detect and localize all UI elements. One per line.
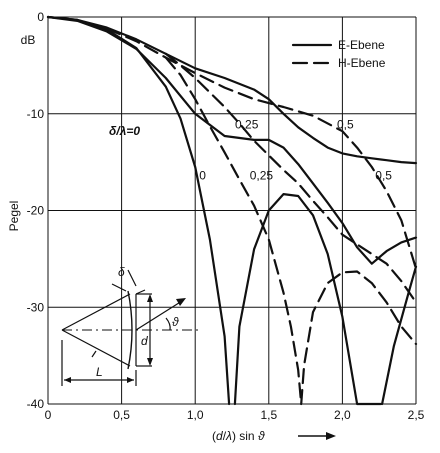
series-line-solid xyxy=(46,15,418,165)
annotations: δ/λ=0 0,25 0,5 0 0,25 0,5 xyxy=(109,117,392,182)
y-tick-label: 0 xyxy=(37,10,44,24)
y-tick-label: -20 xyxy=(27,204,45,218)
series-line-dashed xyxy=(300,270,418,406)
legend: E-Ebene H-Ebene xyxy=(291,38,386,70)
inset-delta-label: δ xyxy=(118,265,125,279)
inset-theta-label: ϑ xyxy=(172,315,179,329)
curve-annotation: 0 xyxy=(199,169,206,183)
curve-annotation: 0,5 xyxy=(337,117,354,131)
series-line-solid xyxy=(46,15,418,265)
y-axis-label: Pegel xyxy=(7,201,21,232)
x-tick-label: 2,0 xyxy=(334,408,351,422)
series-line-dashed xyxy=(105,27,418,270)
inset-l-label: L xyxy=(96,365,103,379)
series-line-solid xyxy=(233,193,382,406)
x-tick-label: 0,5 xyxy=(113,408,130,422)
x-axis-label: (d/λ) sin ϑ xyxy=(212,429,265,443)
x-tick-label: 1,5 xyxy=(260,408,277,422)
y-tick-label: -40 xyxy=(27,397,45,411)
series-line-dashed xyxy=(164,56,303,406)
curve-annotation: δ/λ=0 xyxy=(109,124,140,138)
curve-annotation: 0,5 xyxy=(375,169,392,183)
y-tick-label: -30 xyxy=(27,300,45,314)
geometry-inset xyxy=(61,269,200,386)
curve-annotation: 0,25 xyxy=(235,117,259,131)
legend-label-e: E-Ebene xyxy=(338,38,385,52)
series-line-solid xyxy=(381,265,418,406)
x-tick-label: 0 xyxy=(45,408,52,422)
x-axis-arrow xyxy=(298,432,336,440)
x-tick-label: 1,0 xyxy=(187,408,204,422)
legend-label-h: H-Ebene xyxy=(338,56,386,70)
series-line-dashed xyxy=(164,52,418,304)
grid xyxy=(47,16,417,405)
tick-labels: 0 0,5 1,0 1,5 2,0 2,5 0 -10 -20 -30 -40 xyxy=(27,10,425,422)
x-tick-label: 2,5 xyxy=(408,408,425,422)
y-tick-label: -10 xyxy=(27,107,45,121)
curve-annotation: 0,25 xyxy=(250,169,274,183)
series-group xyxy=(46,15,418,406)
y-unit-label: dB xyxy=(21,33,36,47)
inset-d-label: d xyxy=(141,334,148,348)
